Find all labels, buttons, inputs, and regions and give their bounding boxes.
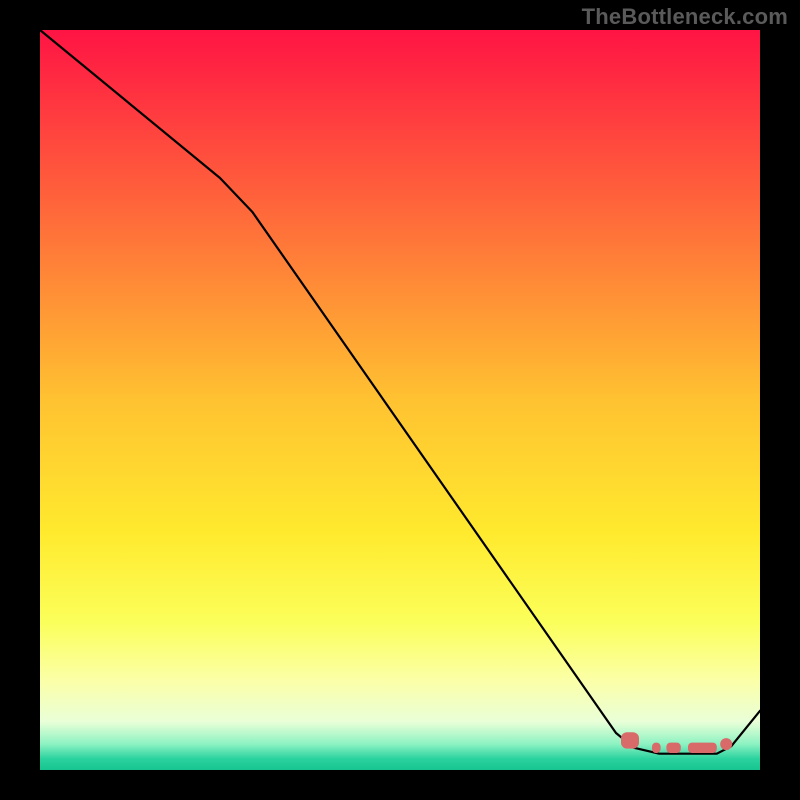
bottleneck-chart	[0, 0, 800, 800]
marker-pill	[688, 743, 717, 753]
marker-pill	[666, 743, 680, 753]
marker-pill	[621, 732, 639, 748]
marker-pill	[652, 743, 661, 753]
watermark-text: TheBottleneck.com	[582, 4, 788, 30]
marker-dot	[720, 738, 732, 750]
chart-stage: TheBottleneck.com	[0, 0, 800, 800]
plot-background	[40, 30, 760, 770]
